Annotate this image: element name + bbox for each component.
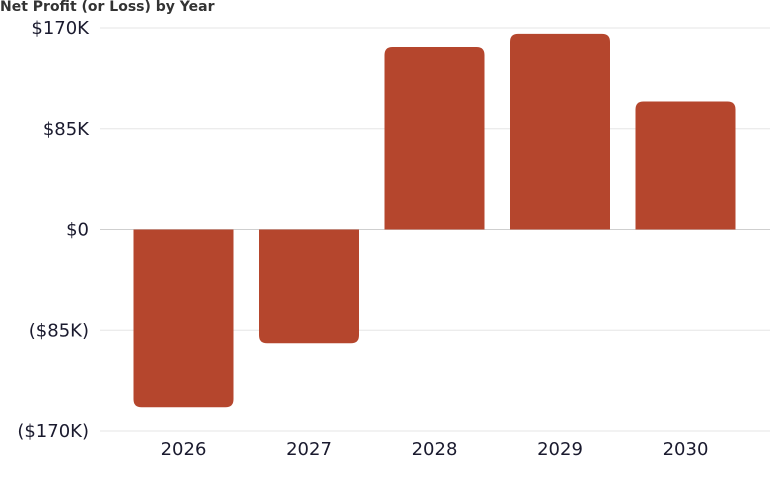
y-tick-label: $0 [66, 220, 89, 241]
x-tick-label: 2030 [663, 439, 709, 460]
y-axis-labels: $170K $85K $0 ($85K) ($170K) [17, 18, 90, 442]
bar-2030[interactable] [635, 101, 736, 230]
bars [133, 33, 736, 408]
x-tick-label: 2027 [286, 439, 332, 460]
bar-2026[interactable] [133, 229, 234, 408]
y-tick-label: $170K [31, 18, 90, 39]
x-tick-label: 2029 [537, 439, 583, 460]
x-axis-labels: 2026 2027 2028 2029 2030 [161, 439, 709, 460]
y-tick-label: ($170K) [17, 421, 89, 442]
y-tick-label: ($85K) [29, 320, 89, 341]
chart-title: Net Profit (or Loss) by Year [0, 0, 215, 15]
y-tick-label: $85K [43, 119, 90, 140]
x-tick-label: 2026 [161, 439, 207, 460]
bar-2028[interactable] [384, 46, 485, 230]
bar-2027[interactable] [259, 229, 359, 344]
bar-2029[interactable] [510, 33, 610, 230]
x-tick-label: 2028 [412, 439, 458, 460]
